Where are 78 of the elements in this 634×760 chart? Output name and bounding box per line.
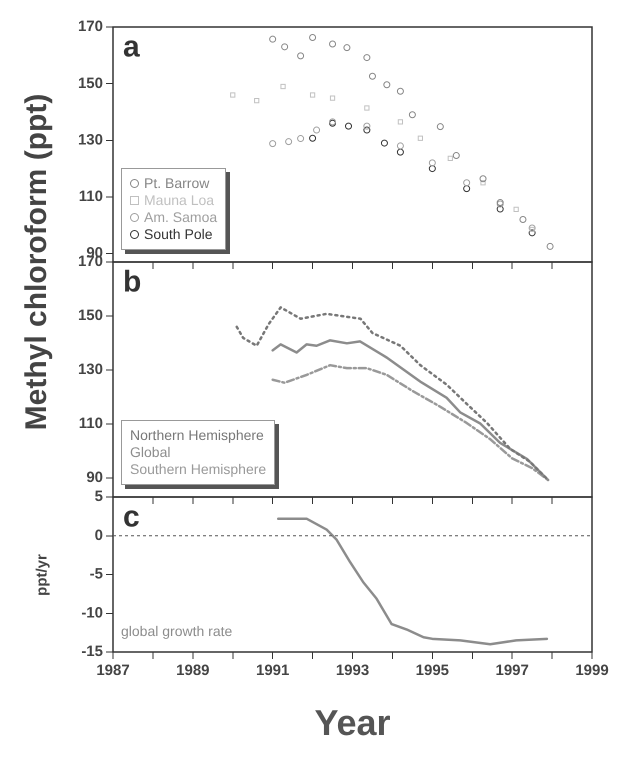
point (463, 185, 470, 192)
x-tick-label: 1989 (176, 662, 210, 680)
y-tick-label: 0 (94, 526, 103, 544)
point (396, 142, 404, 150)
point (230, 92, 236, 98)
point (448, 156, 453, 161)
y-tick-label: 90 (86, 469, 103, 486)
point (330, 95, 336, 101)
point (297, 52, 304, 60)
y-tick-label: -10 (81, 604, 103, 622)
point (380, 140, 388, 147)
x-tick-label: 1997 (495, 662, 529, 680)
y-tick-label: 5 (94, 488, 103, 506)
point (418, 136, 423, 141)
annotation: c (123, 500, 140, 534)
x-tick-label: 1995 (416, 662, 450, 680)
point (480, 180, 486, 186)
y-tick-label: 110 (78, 188, 103, 206)
legend-label: Am. Samoa (144, 209, 218, 226)
y-tick-label: 110 (78, 415, 103, 432)
point (368, 72, 376, 80)
point (309, 134, 316, 142)
point (396, 148, 404, 156)
annotation: a (123, 30, 140, 64)
point (496, 206, 504, 213)
point (281, 43, 288, 50)
point (514, 206, 519, 212)
point (343, 44, 350, 52)
legend-label: South Pole (144, 226, 212, 243)
x-tick-label: 1991 (256, 662, 290, 680)
y-tick-label: 130 (78, 361, 103, 378)
point (396, 88, 404, 95)
point (297, 135, 304, 142)
point (428, 165, 436, 172)
text: global growth rate (121, 623, 232, 640)
point (363, 122, 370, 130)
point (428, 159, 436, 166)
point (480, 175, 487, 182)
point (463, 179, 470, 186)
point (310, 92, 316, 98)
text: Northern Hemisphere (130, 427, 264, 444)
y-tick-label: -15 (81, 643, 103, 660)
y-tick-label: -5 (90, 566, 103, 583)
point (383, 81, 390, 88)
point (254, 98, 260, 104)
text: Global (130, 444, 170, 461)
point (363, 126, 370, 134)
y-tick-label: 150 (78, 307, 103, 324)
point (546, 242, 554, 250)
point (345, 122, 352, 130)
y-tick-label: 130 (78, 131, 103, 148)
annotation: b (123, 265, 142, 298)
x-axis-title: Year (314, 702, 391, 744)
point (364, 105, 370, 111)
point (528, 229, 536, 236)
y-axis-title: ppt/yr (34, 554, 50, 596)
legend-label: Mauna Loa (144, 192, 214, 209)
point (398, 119, 404, 124)
y-tick-label: 170 (78, 18, 103, 36)
text: Southern Hemisphere (130, 461, 266, 478)
point (280, 84, 286, 90)
y-tick-label: 150 (78, 74, 103, 92)
point (313, 126, 320, 134)
point (519, 216, 526, 224)
point (363, 54, 370, 62)
x-tick-label: 1999 (575, 662, 609, 680)
point (329, 40, 336, 48)
point (309, 34, 316, 41)
point (452, 152, 460, 160)
x-tick-label: 1987 (96, 662, 130, 680)
point (285, 138, 292, 146)
y-axis-title: Methyl chloroform (ppt) (20, 94, 54, 430)
x-tick-label: 1993 (336, 662, 370, 680)
point (436, 123, 444, 130)
point (269, 36, 276, 43)
point (408, 111, 416, 118)
legend-label: Pt. Barrow (144, 175, 210, 192)
point (269, 140, 276, 148)
